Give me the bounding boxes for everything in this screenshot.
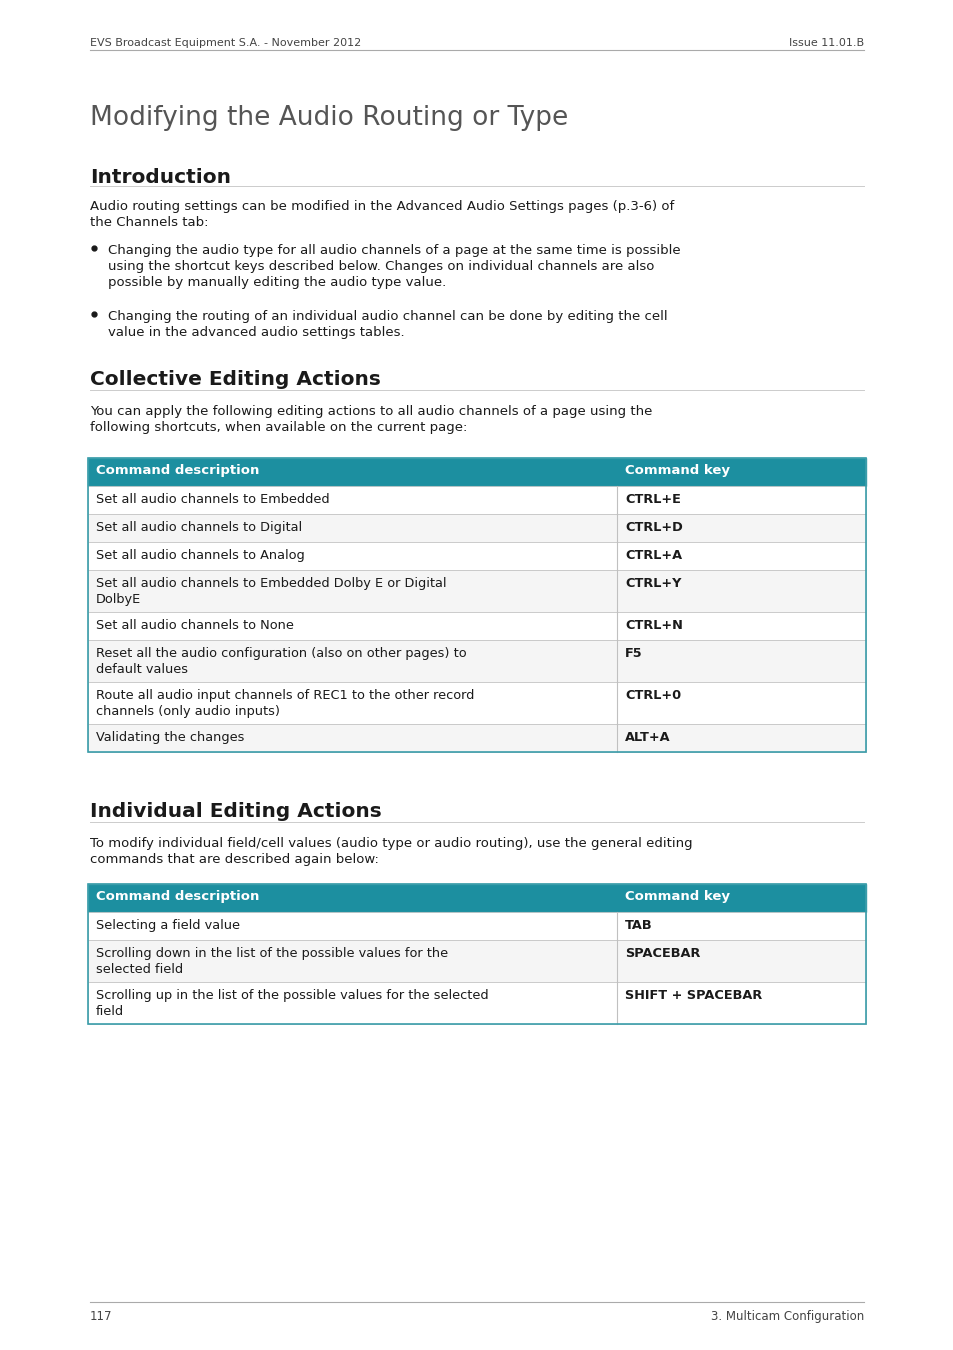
Text: Set all audio channels to Digital: Set all audio channels to Digital	[96, 521, 302, 535]
Text: Command key: Command key	[624, 464, 729, 477]
Text: CTRL+N: CTRL+N	[624, 620, 682, 632]
Bar	[88, 913, 865, 940]
Text: CTRL+A: CTRL+A	[624, 549, 681, 562]
Text: TAB: TAB	[624, 919, 652, 931]
Text: Issue 11.01.B: Issue 11.01.B	[788, 38, 863, 49]
Text: Set all audio channels to Embedded: Set all audio channels to Embedded	[96, 493, 330, 506]
Bar	[88, 724, 865, 752]
Bar	[88, 884, 865, 1025]
Text: CTRL+D: CTRL+D	[624, 521, 682, 535]
Text: Collective Editing Actions: Collective Editing Actions	[90, 370, 380, 389]
Bar	[88, 458, 865, 752]
Text: Scrolling up in the list of the possible values for the selected
field: Scrolling up in the list of the possible…	[96, 990, 488, 1018]
Text: Command description: Command description	[96, 890, 259, 903]
Text: Selecting a field value: Selecting a field value	[96, 919, 240, 931]
Text: 117: 117	[90, 1310, 112, 1323]
Text: Individual Editing Actions: Individual Editing Actions	[90, 802, 381, 821]
Text: Validating the changes: Validating the changes	[96, 730, 244, 744]
Text: CTRL+Y: CTRL+Y	[624, 576, 680, 590]
Bar	[88, 884, 865, 913]
Text: EVS Broadcast Equipment S.A. - November 2012: EVS Broadcast Equipment S.A. - November …	[90, 38, 361, 49]
Text: Modifying the Audio Routing or Type: Modifying the Audio Routing or Type	[90, 105, 568, 131]
Text: Set all audio channels to Analog: Set all audio channels to Analog	[96, 549, 304, 562]
Text: Audio routing settings can be modified in the Advanced Audio Settings pages (p.3: Audio routing settings can be modified i…	[90, 200, 674, 230]
Text: CTRL+E: CTRL+E	[624, 493, 680, 506]
Bar	[88, 940, 865, 981]
Text: SPACEBAR: SPACEBAR	[624, 946, 700, 960]
Bar	[88, 612, 865, 640]
Bar	[88, 981, 865, 1025]
Text: Changing the audio type for all audio channels of a page at the same time is pos: Changing the audio type for all audio ch…	[108, 244, 679, 289]
Bar	[88, 682, 865, 724]
Text: Changing the routing of an individual audio channel can be done by editing the c: Changing the routing of an individual au…	[108, 310, 667, 339]
Text: You can apply the following editing actions to all audio channels of a page usin: You can apply the following editing acti…	[90, 405, 652, 433]
Text: Set all audio channels to Embedded Dolby E or Digital
DolbyE: Set all audio channels to Embedded Dolby…	[96, 576, 446, 606]
Text: Command description: Command description	[96, 464, 259, 477]
Text: F5: F5	[624, 647, 642, 660]
Text: 3. Multicam Configuration: 3. Multicam Configuration	[710, 1310, 863, 1323]
Text: Scrolling down in the list of the possible values for the
selected field: Scrolling down in the list of the possib…	[96, 946, 448, 976]
Text: Command key: Command key	[624, 890, 729, 903]
Text: SHIFT + SPACEBAR: SHIFT + SPACEBAR	[624, 990, 761, 1002]
Text: To modify individual field/cell values (audio type or audio routing), use the ge: To modify individual field/cell values (…	[90, 837, 692, 865]
Bar	[88, 541, 865, 570]
Bar	[88, 640, 865, 682]
Bar	[88, 458, 865, 486]
Text: CTRL+0: CTRL+0	[624, 688, 680, 702]
Bar	[88, 514, 865, 541]
Bar	[88, 570, 865, 612]
Text: Introduction: Introduction	[90, 167, 231, 188]
Text: ALT+A: ALT+A	[624, 730, 670, 744]
Text: Reset all the audio configuration (also on other pages) to
default values: Reset all the audio configuration (also …	[96, 647, 466, 676]
Text: Route all audio input channels of REC1 to the other record
channels (only audio : Route all audio input channels of REC1 t…	[96, 688, 474, 718]
Text: Set all audio channels to None: Set all audio channels to None	[96, 620, 294, 632]
Bar	[88, 486, 865, 514]
